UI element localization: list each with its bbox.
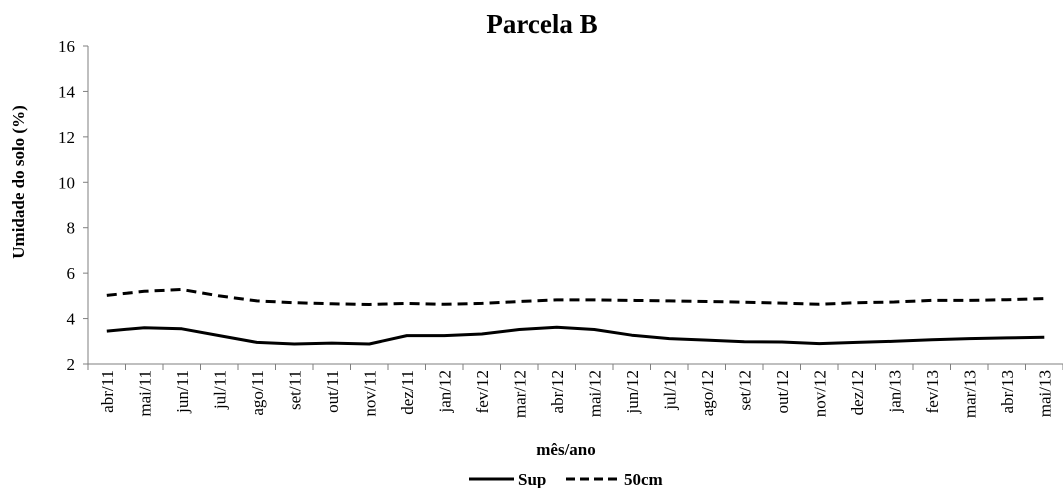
x-tick-label: nov/12 — [810, 370, 829, 417]
chart-title: Parcela B — [486, 9, 597, 39]
y-tick-label: 4 — [67, 310, 76, 329]
x-tick-label: abr/13 — [998, 370, 1017, 413]
x-tick-label: abr/12 — [548, 370, 567, 413]
x-tick-label: set/11 — [285, 370, 304, 410]
x-tick-label: mar/12 — [510, 370, 529, 418]
series-lines — [106, 288, 1045, 346]
x-tick-label: mai/13 — [1035, 370, 1054, 417]
y-axis-ticks: 2 4 6 8 10 12 14 16 — [58, 37, 88, 374]
x-tick-label: jun/11 — [173, 370, 192, 414]
x-tick-label: out/12 — [773, 370, 792, 413]
x-tick-label: ago/12 — [698, 370, 717, 416]
x-tick-label: abr/11 — [98, 370, 117, 413]
x-tick-label: jun/12 — [623, 370, 642, 414]
x-tick-label: jul/12 — [660, 370, 679, 411]
y-tick-label: 2 — [67, 355, 76, 374]
y-tick-label: 16 — [58, 37, 75, 56]
legend-label-50cm: 50cm — [624, 470, 663, 488]
x-tick-label: mai/12 — [585, 370, 604, 417]
y-axis-label: Umidade do solo (%) — [9, 105, 28, 258]
x-tick-label: out/11 — [323, 370, 342, 413]
x-tick-label: fev/13 — [923, 370, 942, 413]
y-tick-label: 14 — [58, 82, 76, 101]
y-tick-label: 8 — [67, 219, 76, 238]
y-tick-label: 10 — [58, 173, 75, 192]
x-tick-label: jul/11 — [210, 370, 229, 410]
x-tick-label: set/12 — [735, 370, 754, 411]
x-tick-label: mar/13 — [960, 370, 979, 418]
y-tick-label: 6 — [67, 264, 76, 283]
legend: Sup 50cm — [469, 470, 663, 488]
x-tick-label: jan/12 — [435, 370, 454, 414]
x-tick-label: ago/11 — [248, 370, 267, 416]
legend-label-sup: Sup — [518, 470, 546, 488]
x-tick-label: dez/12 — [848, 370, 867, 415]
y-tick-label: 12 — [58, 128, 75, 147]
series-line-50cm — [106, 288, 1045, 306]
x-tick-label: nov/11 — [360, 370, 379, 417]
x-tick-label: dez/11 — [398, 370, 417, 415]
series-line-sup — [106, 325, 1045, 346]
x-axis-ticks: abr/11 mai/11 jun/11 jul/11 ago/11 set/11 out/… — [87, 364, 1063, 418]
x-tick-label: jan/13 — [885, 370, 904, 414]
x-tick-label: mai/11 — [135, 370, 154, 417]
x-tick-label: fev/12 — [473, 370, 492, 413]
x-axis-label: mês/ano — [536, 440, 596, 459]
